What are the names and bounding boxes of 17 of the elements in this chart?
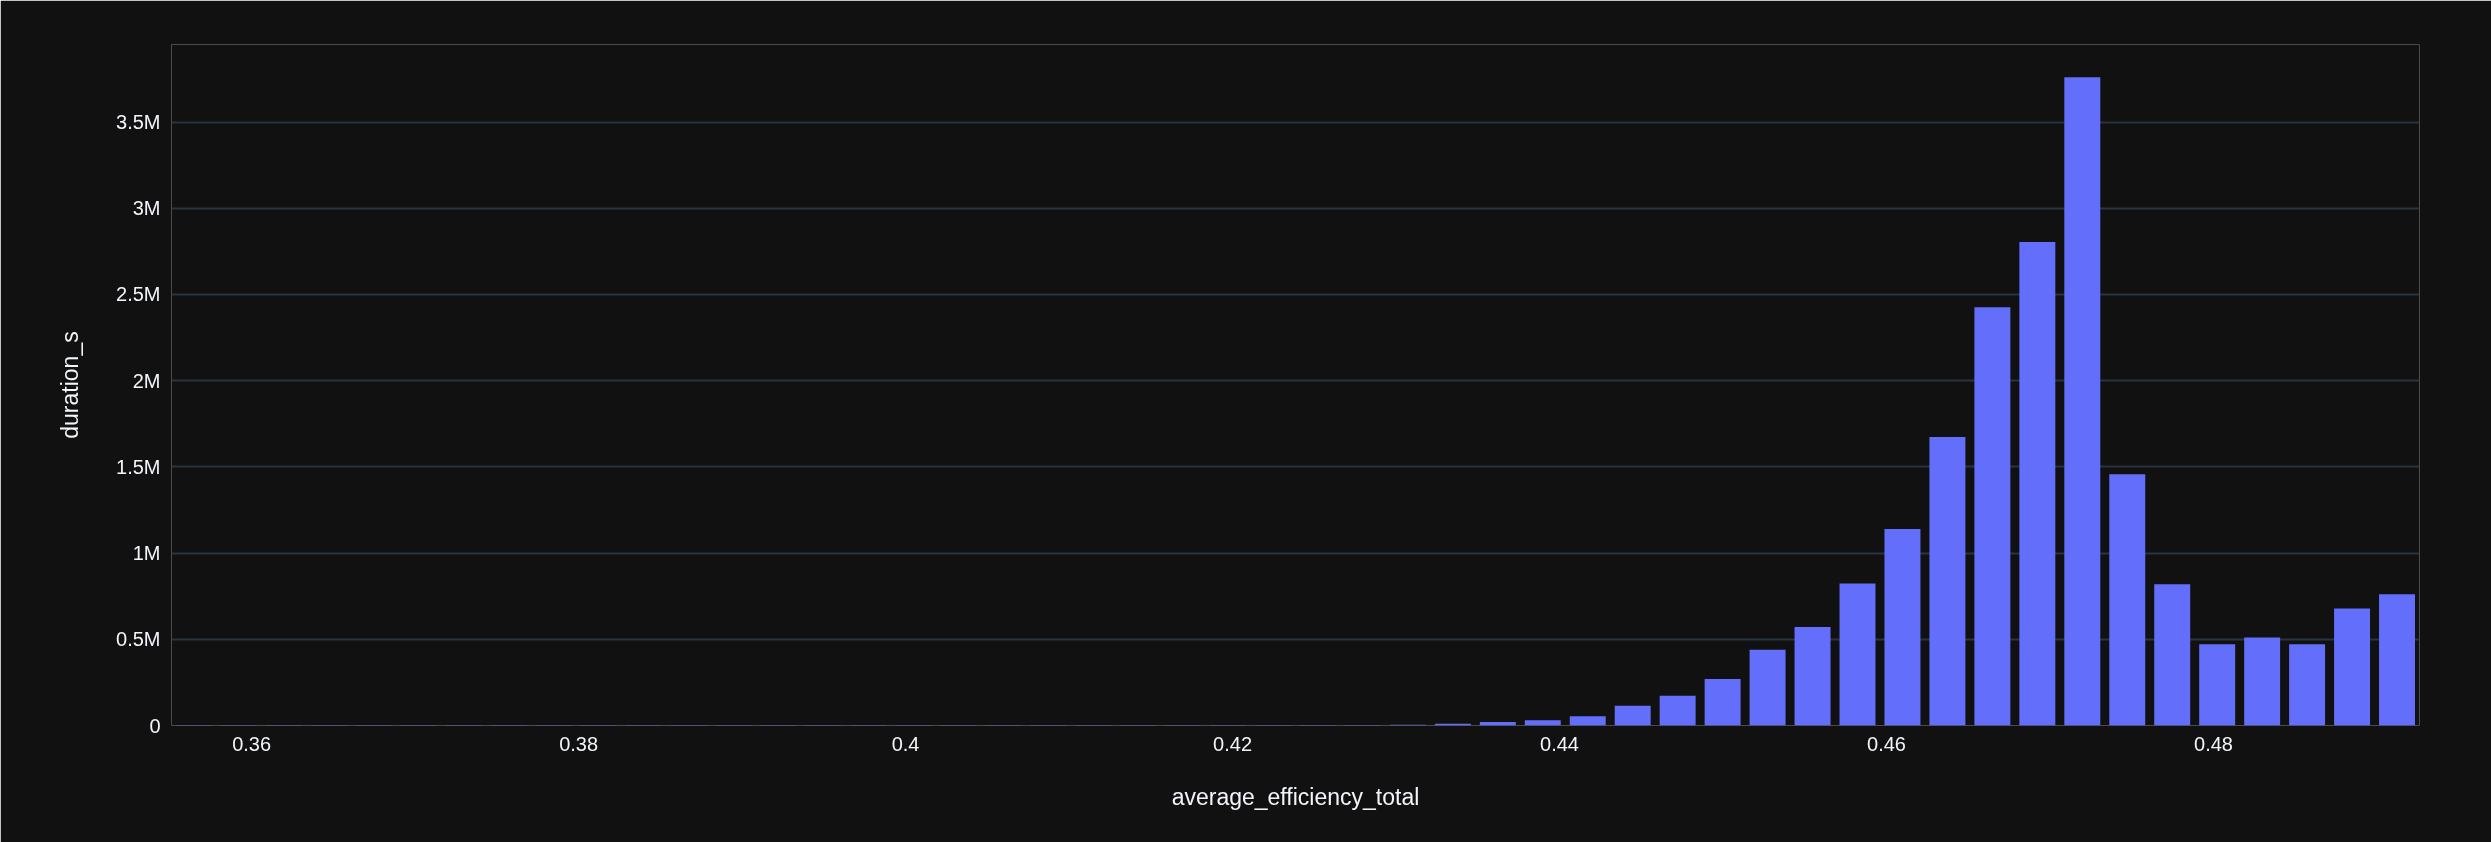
y-tick-label: 1M — [132, 542, 161, 565]
y-tick-label: 0 — [149, 714, 161, 737]
y-tick-label: 3.5M — [116, 111, 161, 134]
x-tick-label: 0.36 — [232, 732, 272, 755]
y-tick-label: 3M — [132, 197, 161, 220]
y-tick-label: 1.5M — [116, 455, 161, 478]
x-tick-label: 0.46 — [1867, 732, 1906, 755]
x-tick-label: 0.44 — [1540, 732, 1580, 755]
x-tick-label: 0.38 — [559, 732, 599, 755]
x-tick-label: 0.48 — [2194, 732, 2233, 755]
x-axis-title: average_efficiency_total — [1171, 783, 1420, 810]
x-tick-label: 0.42 — [1213, 732, 1253, 755]
y-axis-title: duration_s — [57, 331, 84, 439]
y-tick-label: 2.5M — [116, 283, 161, 306]
x-tick-label: 0.4 — [891, 732, 920, 755]
y-tick-label: 0.5M — [116, 628, 161, 651]
y-tick-label: 2M — [132, 369, 161, 392]
